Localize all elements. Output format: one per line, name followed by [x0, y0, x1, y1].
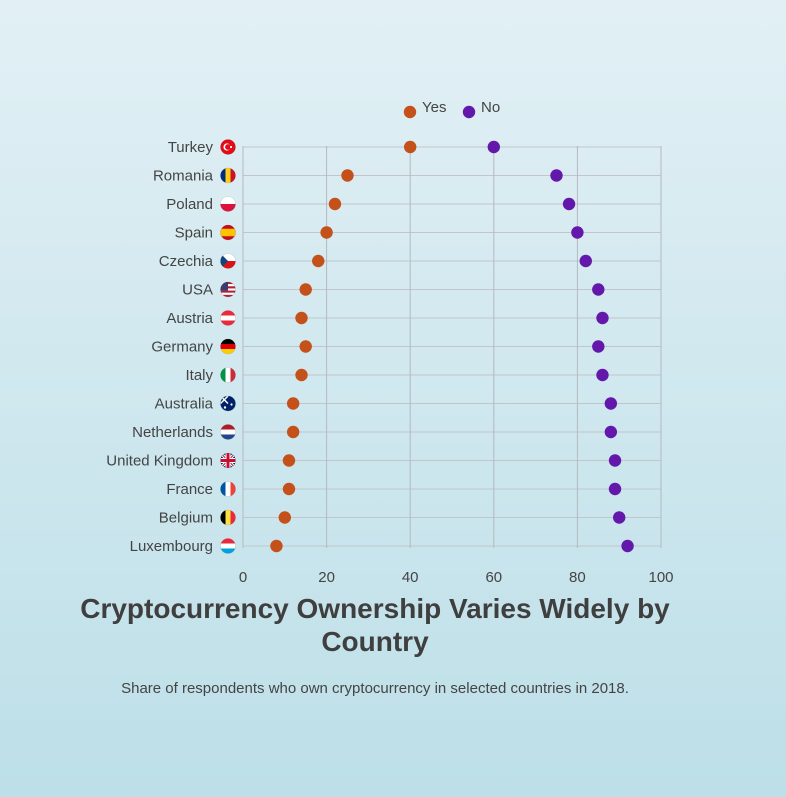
dot-no-austria[interactable] — [596, 311, 609, 325]
united-kingdom-flag-icon — [220, 453, 236, 468]
dot-no-poland[interactable] — [562, 197, 576, 211]
netherlands-flag-icon — [220, 424, 236, 440]
czechia-flag-icon — [220, 253, 236, 269]
dot-no-australia[interactable] — [604, 397, 618, 410]
category-label: Austria — [166, 310, 213, 327]
usa-flag-icon — [220, 282, 236, 297]
italy-flag-icon — [220, 367, 236, 383]
category-label: USA — [182, 282, 213, 299]
category-label: Netherlands — [132, 424, 213, 441]
dot-yes-france[interactable] — [282, 482, 296, 496]
x-tick-label: 0 — [239, 569, 247, 586]
category-label: Australia — [155, 396, 214, 413]
france-flag-icon — [220, 481, 236, 497]
dot-yes-australia[interactable] — [286, 397, 300, 410]
legend-label: No — [481, 99, 500, 116]
poland-flag-icon — [220, 196, 236, 212]
legend-label: Yes — [422, 99, 446, 116]
dot-no-spain[interactable] — [571, 226, 584, 239]
dot-no-usa[interactable] — [592, 283, 605, 296]
x-axis-ticks: 0 20 40 60 80 100 — [239, 569, 674, 586]
spain-flag-icon — [220, 225, 236, 240]
category-label: France — [166, 481, 213, 498]
dot-yes-poland[interactable] — [328, 197, 342, 211]
austria-flag-icon — [220, 310, 236, 326]
dot-yes-netherlands[interactable] — [286, 425, 300, 439]
category-label: United Kingdom — [106, 453, 213, 470]
legend-item-yes[interactable]: Yes — [403, 99, 447, 119]
turkey-flag-icon — [220, 139, 236, 155]
legend-marker-icon — [462, 105, 476, 119]
x-tick-label: 100 — [648, 569, 673, 586]
luxembourg-flag-icon — [220, 538, 236, 554]
flags — [220, 139, 236, 554]
dot-yes-italy[interactable] — [295, 368, 308, 382]
dot-yes-czechia[interactable] — [312, 254, 325, 268]
dot-no-united-kingdom[interactable] — [608, 454, 622, 467]
dot-no-france[interactable] — [608, 482, 622, 496]
dot-yes-spain[interactable] — [320, 226, 333, 239]
dot-no-belgium[interactable] — [613, 511, 626, 524]
x-tick-label: 40 — [402, 569, 419, 586]
category-label: Turkey — [168, 139, 214, 156]
chart-title: Cryptocurrency Ownership Varies Widely b… — [80, 593, 670, 657]
australia-flag-icon — [220, 396, 236, 411]
data-points[interactable] — [270, 140, 634, 553]
dot-yes-turkey[interactable] — [404, 140, 417, 154]
dot-yes-romania[interactable] — [341, 169, 354, 182]
dot-yes-germany[interactable] — [299, 340, 312, 353]
legend-item-no[interactable]: No — [462, 99, 500, 119]
dot-yes-austria[interactable] — [295, 311, 308, 325]
category-label: Czechia — [159, 253, 214, 270]
legend[interactable]: Yes No — [403, 99, 500, 119]
category-label: Germany — [151, 339, 213, 356]
belgium-flag-icon — [220, 510, 236, 525]
dot-no-turkey[interactable] — [487, 140, 500, 154]
category-label: Belgium — [159, 510, 213, 527]
category-labels: Turkey Romania Poland Spain Czechia USA Austri… — [106, 139, 213, 555]
dot-no-romania[interactable] — [550, 169, 563, 182]
germany-flag-icon — [220, 339, 236, 354]
legend-marker-icon — [403, 105, 417, 119]
x-tick-label: 80 — [569, 569, 586, 586]
category-label: Italy — [185, 367, 213, 384]
x-tick-label: 60 — [485, 569, 502, 586]
dot-no-germany[interactable] — [592, 340, 605, 353]
dot-no-czechia[interactable] — [579, 254, 592, 268]
dot-yes-luxembourg[interactable] — [270, 539, 283, 553]
category-label: Luxembourg — [130, 538, 213, 555]
grid — [242, 146, 662, 548]
dot-no-italy[interactable] — [596, 368, 609, 382]
dot-yes-united-kingdom[interactable] — [282, 454, 296, 467]
dot-yes-usa[interactable] — [299, 283, 312, 296]
chart-subtitle: Share of respondents who own cryptocurre… — [121, 680, 629, 697]
dot-no-luxembourg[interactable] — [621, 539, 634, 553]
category-label: Romania — [153, 168, 214, 185]
x-tick-label: 20 — [318, 569, 335, 586]
dot-no-netherlands[interactable] — [604, 425, 618, 439]
dot-yes-belgium[interactable] — [278, 511, 291, 524]
category-label: Poland — [166, 196, 213, 213]
romania-flag-icon — [220, 168, 236, 183]
chart: Yes No Turkey Romania Poland Spain Czechia USA… — [106, 99, 674, 586]
category-label: Spain — [175, 225, 213, 242]
